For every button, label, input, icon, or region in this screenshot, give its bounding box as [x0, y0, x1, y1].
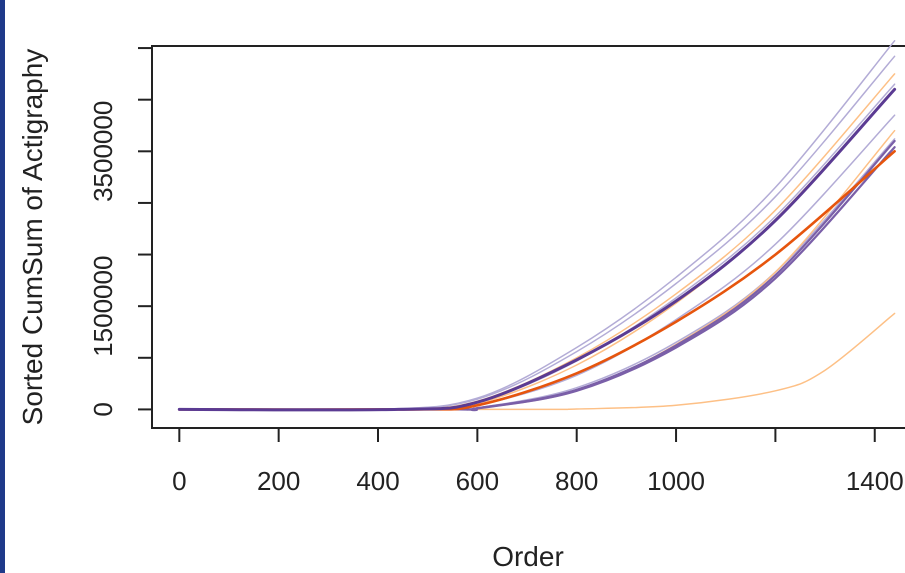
x-tick-label: 0 — [172, 466, 186, 496]
y-tick-label: 3500000 — [88, 101, 118, 202]
x-tick-label: 1000 — [647, 466, 705, 496]
x-tick-label: 200 — [257, 466, 300, 496]
series-line-8 — [178, 129, 896, 411]
series-line-13 — [177, 87, 897, 412]
plot-box — [151, 45, 905, 429]
y-axis: 0 1500000 3500000 — [88, 47, 153, 417]
series-line-10 — [178, 139, 896, 412]
x-tick-label: 400 — [356, 466, 399, 496]
y-tick-label: 1500000 — [88, 256, 118, 357]
series-line-5 — [178, 138, 896, 411]
series-layer — [177, 40, 897, 412]
x-tick-label: 1400 — [846, 466, 904, 496]
x-axis-title: Order — [492, 541, 564, 572]
series-line-6 — [178, 73, 896, 411]
y-tick-label: 0 — [88, 402, 118, 416]
series-line-1 — [178, 40, 896, 411]
series-line-9 — [178, 312, 896, 411]
x-tick-label: 800 — [555, 466, 598, 496]
left-edge-bar — [0, 0, 5, 573]
series-line-7 — [178, 88, 896, 411]
series-line-3 — [178, 83, 896, 411]
y-axis-title: Sorted CumSum of Actigraphy — [17, 49, 48, 426]
x-axis: 0 200 400 600 800 1000 1400 — [172, 427, 904, 496]
x-tick-label: 600 — [456, 466, 499, 496]
